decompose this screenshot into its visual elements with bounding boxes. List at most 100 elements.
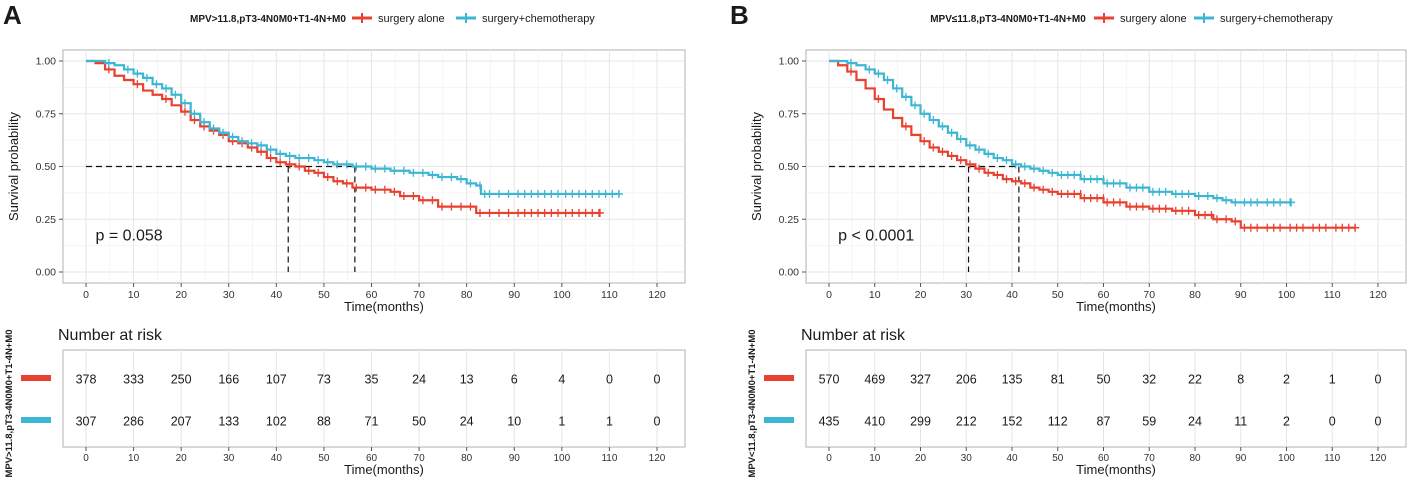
risk-x-tick-label: 50 [1052, 453, 1064, 464]
risk-table-title: Number at risk [58, 327, 163, 344]
risk-count-surgery-alone: 81 [1051, 373, 1065, 387]
x-tick-label: 70 [1143, 289, 1155, 301]
risk-x-tick-label: 60 [366, 453, 378, 464]
risk-x-tick-label: 0 [826, 453, 832, 464]
y-tick-label: 0.50 [36, 161, 57, 173]
risk-table-panel [805, 349, 1407, 448]
y-tick-label: 1.00 [36, 56, 57, 68]
risk-x-tick-label: 110 [1324, 453, 1340, 464]
x-tick-label: 30 [223, 289, 235, 301]
risk-x-axis-label: Time(months) [344, 462, 424, 477]
risk-count-surgery-alone: 73 [317, 373, 331, 387]
x-tick-label: 40 [270, 289, 282, 301]
x-tick-label: 50 [1052, 289, 1064, 301]
x-tick-label: 0 [83, 289, 89, 301]
risk-count-surgery-alone: 4 [558, 373, 565, 387]
risk-row-swatch-surgery-alone [21, 375, 51, 381]
risk-count-surgery-chemo: 0 [1329, 415, 1336, 429]
risk-count-surgery-alone: 206 [956, 373, 977, 387]
y-axis-label: Survival probability [6, 111, 21, 221]
risk-x-tick-label: 120 [1370, 453, 1387, 464]
panel-label: A [3, 0, 22, 30]
risk-count-surgery-alone: 35 [365, 373, 379, 387]
y-tick-label: 0.00 [36, 267, 57, 279]
risk-row-swatch-surgery-alone [764, 375, 794, 381]
x-tick-label: 20 [915, 289, 927, 301]
legend-label-surgery-alone: surgery alone [1120, 13, 1187, 25]
risk-x-tick-label: 100 [1278, 453, 1295, 464]
risk-count-surgery-chemo: 410 [864, 415, 885, 429]
risk-count-surgery-alone: 13 [460, 373, 474, 387]
x-tick-label: 110 [1324, 289, 1341, 301]
panel-label: B [730, 0, 749, 30]
risk-count-surgery-chemo: 88 [317, 415, 331, 429]
risk-strata-label: MPV>11.8,pT3-4N0M0+T1-4N+M0 [4, 329, 15, 477]
x-tick-label: 80 [461, 289, 473, 301]
x-tick-label: 10 [128, 289, 140, 301]
risk-count-surgery-chemo: 435 [819, 415, 840, 429]
risk-count-surgery-alone: 333 [123, 373, 144, 387]
legend-label-surgery-chemo: surgery+chemotherapy [1220, 13, 1333, 25]
risk-count-surgery-alone: 0 [606, 373, 613, 387]
risk-x-tick-label: 70 [1144, 453, 1156, 464]
risk-count-surgery-alone: 378 [76, 373, 97, 387]
x-tick-label: 100 [553, 289, 571, 301]
risk-count-surgery-alone: 250 [171, 373, 192, 387]
x-axis-label: Time(months) [344, 299, 424, 314]
risk-count-surgery-chemo: 1 [606, 415, 613, 429]
legend-title: MPV≤11.8,pT3-4N0M0+T1-4N+M0 [930, 14, 1086, 25]
risk-x-tick-label: 90 [509, 453, 521, 464]
risk-row-swatch-surgery-chemo [764, 417, 794, 423]
x-tick-label: 110 [601, 289, 618, 301]
risk-x-tick-label: 80 [461, 453, 473, 464]
x-tick-label: 60 [1098, 289, 1110, 301]
risk-count-surgery-chemo: 24 [460, 415, 474, 429]
x-tick-label: 60 [366, 289, 378, 301]
legend-label-surgery-alone: surgery alone [378, 13, 445, 25]
risk-count-surgery-chemo: 71 [365, 415, 379, 429]
x-tick-label: 90 [508, 289, 520, 301]
survival-curve-surgery-alone [86, 59, 600, 215]
risk-count-surgery-chemo: 2 [1283, 415, 1290, 429]
p-value: p = 0.058 [96, 227, 163, 244]
risk-x-tick-label: 0 [83, 453, 89, 464]
risk-count-surgery-alone: 166 [218, 373, 239, 387]
x-tick-label: 0 [826, 289, 832, 301]
risk-table-title: Number at risk [801, 327, 906, 344]
risk-table-panel [62, 349, 686, 448]
risk-x-tick-label: 30 [223, 453, 235, 464]
risk-count-surgery-alone: 570 [819, 373, 840, 387]
risk-count-surgery-chemo: 112 [1048, 415, 1068, 429]
risk-x-tick-label: 40 [271, 453, 283, 464]
x-tick-label: 90 [1235, 289, 1247, 301]
y-tick-label: 0.00 [779, 267, 800, 279]
risk-x-tick-label: 80 [1189, 453, 1201, 464]
risk-count-surgery-chemo: 0 [1375, 415, 1382, 429]
risk-count-surgery-alone: 135 [1002, 373, 1023, 387]
risk-strata-label: MPV<11.8,pT3-4N0M0+T1-4N+M0 [747, 329, 758, 477]
risk-count-surgery-alone: 24 [412, 373, 426, 387]
x-tick-label: 70 [413, 289, 425, 301]
risk-x-tick-label: 10 [869, 453, 881, 464]
risk-x-tick-label: 60 [1098, 453, 1110, 464]
survival-curve-surgery-chemo [829, 59, 1292, 204]
risk-count-surgery-chemo: 286 [123, 415, 144, 429]
risk-count-surgery-chemo: 133 [218, 415, 239, 429]
risk-count-surgery-alone: 8 [1237, 373, 1244, 387]
risk-count-surgery-chemo: 10 [507, 415, 521, 429]
risk-x-tick-label: 110 [601, 453, 617, 464]
y-tick-label: 0.75 [36, 108, 57, 120]
risk-count-surgery-alone: 0 [654, 373, 661, 387]
y-tick-label: 1.00 [779, 56, 800, 68]
risk-count-surgery-alone: 22 [1188, 373, 1202, 387]
x-tick-label: 30 [960, 289, 972, 301]
panel-a: A MPV>11.8,pT3-4N0M0+T1-4N+M0 surgery alon… [3, 0, 686, 478]
x-tick-label: 120 [648, 289, 666, 301]
risk-x-tick-label: 20 [915, 453, 927, 464]
y-tick-label: 0.50 [779, 161, 800, 173]
risk-row-swatch-surgery-chemo [21, 417, 51, 423]
panel-b: B MPV≤11.8,pT3-4N0M0+T1-4N+M0 surgery alon… [730, 0, 1407, 478]
x-tick-label: 10 [869, 289, 881, 301]
y-tick-label: 0.75 [779, 108, 800, 120]
